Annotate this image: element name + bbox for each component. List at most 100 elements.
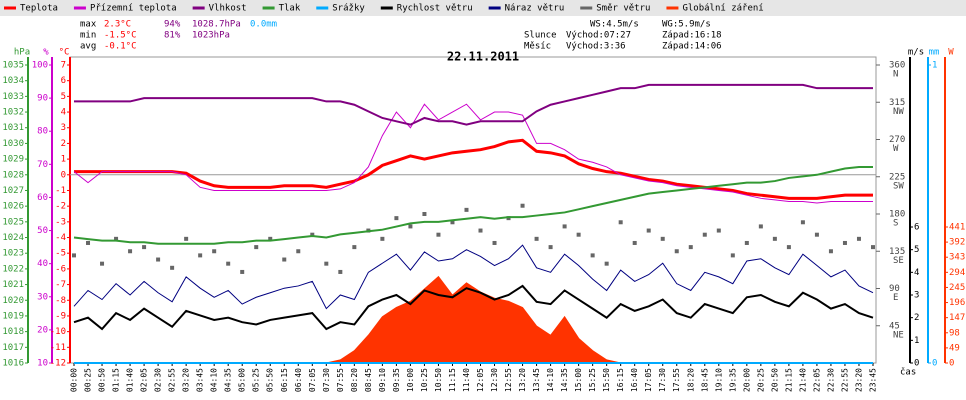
x-tick-label: 22:55: [840, 368, 849, 392]
info-text: Západ:16:18: [662, 31, 722, 41]
x-tick-label: 05:25: [252, 368, 261, 392]
direction-dot: [100, 261, 105, 266]
direction-dot: [646, 228, 651, 233]
y-tick-label: 0: [949, 359, 954, 369]
x-tick-label: 10:50: [434, 368, 443, 392]
y-tick-label: 40: [37, 259, 48, 269]
series-line: [73, 103, 873, 204]
compass-label: S: [893, 219, 898, 229]
direction-dot: [114, 236, 119, 241]
x-tick-label: 20:00: [742, 368, 751, 392]
stat-text: max: [80, 20, 97, 30]
y-tick-label: 90: [889, 284, 900, 294]
stat-text: 81%: [164, 31, 181, 41]
legend-label: Globální záření: [682, 4, 763, 14]
direction-dot: [338, 269, 343, 274]
y-tick-label: 270: [889, 135, 905, 145]
direction-dot: [310, 232, 315, 237]
y-tick-label: 7: [61, 61, 66, 71]
y-tick-label: 1032: [2, 108, 24, 118]
y-tick-label: 5: [914, 245, 919, 255]
direction-dot: [702, 232, 707, 237]
y-tick-label: -7: [55, 280, 66, 290]
x-tick-label: 04:10: [210, 368, 219, 392]
y-tick-label: 6: [61, 76, 66, 86]
y-tick-label: 90: [37, 94, 48, 104]
y-tick-label: 1: [932, 61, 937, 71]
direction-dot: [212, 249, 217, 254]
direction-dot: [562, 224, 567, 229]
direction-dot: [604, 261, 609, 266]
y-tick-label: 1: [61, 155, 66, 165]
y-tick-label: 1031: [2, 123, 24, 133]
x-tick-label: 20:50: [770, 368, 779, 392]
y-tick-label: 6: [914, 223, 919, 233]
y-tick-label: 10: [37, 359, 48, 369]
series-line: [74, 138, 873, 200]
x-tick-label: 05:00: [238, 368, 247, 392]
x-tick-label: 06:40: [294, 368, 303, 392]
y-tick-label: -8: [55, 296, 66, 306]
direction-dot: [184, 236, 189, 241]
x-tick-label: 14:35: [560, 368, 569, 392]
legend-label: Vlhkost: [209, 4, 247, 14]
direction-dot: [828, 249, 833, 254]
y-tick-label: 225: [889, 172, 905, 182]
direction-dot: [86, 240, 91, 245]
y-tick-label: 1027: [2, 186, 24, 196]
compass-label: NW: [893, 107, 904, 117]
x-tick-label: 22:05: [812, 368, 821, 392]
x-tick-label: 14:10: [546, 368, 555, 392]
series-line: [73, 244, 874, 310]
y-tick-label: 441: [949, 223, 965, 233]
x-tick-label: 04:35: [224, 368, 233, 392]
x-tick-label: 23:20: [854, 368, 863, 392]
direction-dot: [492, 240, 497, 245]
y-tick-label: 80: [37, 127, 48, 137]
y-tick-label: 1022: [2, 264, 24, 274]
direction-dot: [590, 253, 595, 258]
chart-title: 22.11.2011: [447, 50, 519, 64]
info-text: WS:4.5m/s: [590, 20, 639, 30]
direction-dot: [870, 245, 875, 250]
info-text: Východ:07:27: [566, 31, 631, 41]
x-tick-label: 19:10: [714, 368, 723, 392]
y-tick-label: 60: [37, 193, 48, 203]
direction-dot: [268, 236, 273, 241]
info-text: Východ:3:36: [566, 42, 626, 52]
y-tick-label: -4: [55, 233, 66, 243]
direction-dot: [744, 240, 749, 245]
y-tick-label: 1030: [2, 139, 24, 149]
y-tick-label: 1017: [2, 343, 24, 353]
axis-unit: %: [43, 48, 49, 58]
series-line: [74, 83, 873, 126]
direction-dot: [72, 253, 76, 258]
y-tick-label: 2: [914, 313, 919, 323]
y-tick-label: 1024: [2, 233, 24, 243]
y-tick-label: -11: [50, 343, 66, 353]
direction-dot: [534, 236, 539, 241]
stat-text: 0.0mm: [250, 20, 277, 30]
x-tick-label: 01:40: [126, 368, 135, 392]
stat-text: min: [80, 31, 96, 41]
direction-dot: [408, 224, 413, 229]
x-tick-label: 13:20: [518, 368, 527, 392]
direction-dot: [240, 269, 245, 274]
y-tick-label: 4: [914, 268, 919, 278]
direction-dot: [730, 253, 735, 258]
axis-unit: m/s: [908, 48, 924, 58]
y-tick-label: -5: [55, 249, 66, 259]
x-axis-label: čas: [900, 367, 916, 378]
x-tick-label: 18:20: [686, 368, 695, 392]
x-tick-label: 03:45: [196, 368, 205, 392]
axis-unit: W: [948, 48, 954, 58]
y-tick-label: 1019: [2, 311, 24, 321]
y-tick-label: 1020: [2, 296, 24, 306]
direction-dot: [856, 236, 861, 241]
y-tick-label: 135: [889, 247, 905, 257]
direction-dot: [422, 212, 427, 216]
axis-unit: °C: [59, 48, 70, 58]
x-tick-label: 02:05: [140, 368, 149, 392]
x-tick-label: 00:50: [98, 368, 107, 392]
compass-label: N: [893, 70, 898, 80]
